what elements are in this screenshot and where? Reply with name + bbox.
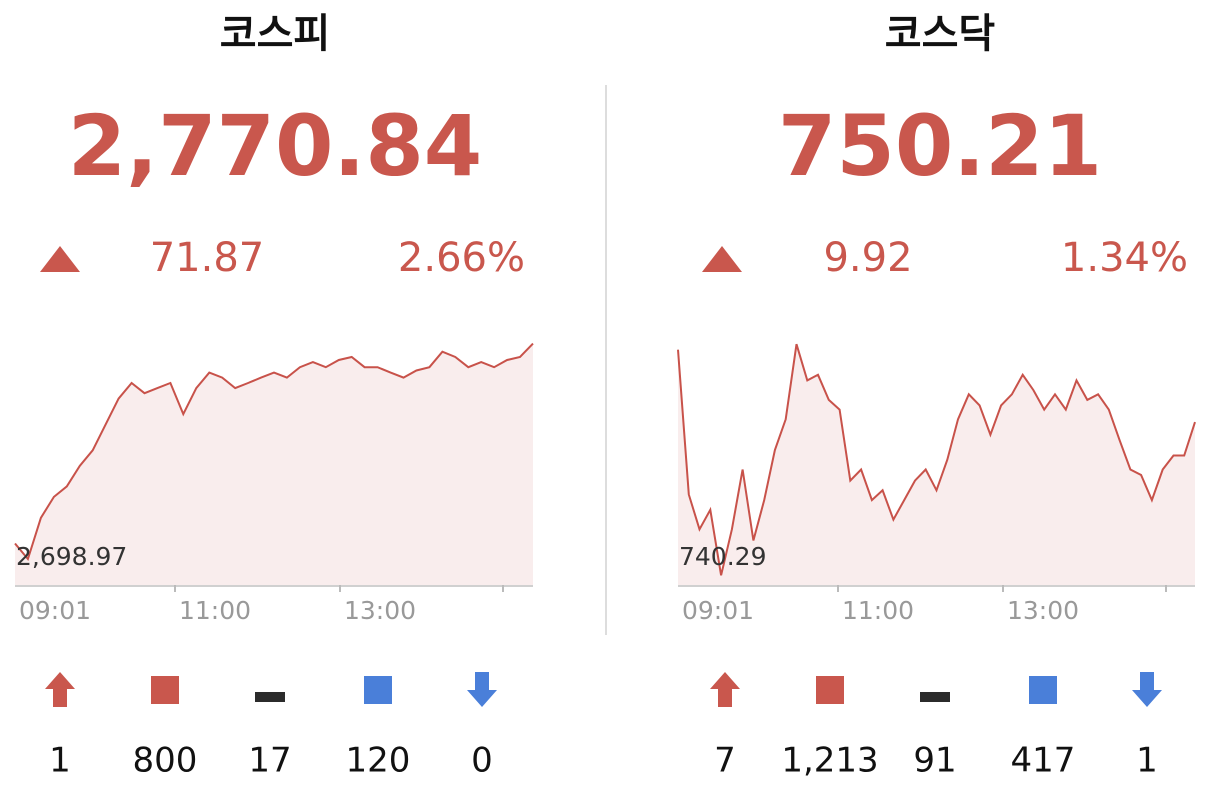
icon-steady-down bbox=[364, 676, 392, 704]
x-tick-label: 09:01 bbox=[682, 596, 754, 625]
breadth-count: 17 bbox=[248, 741, 291, 781]
area-fill bbox=[15, 343, 533, 585]
icon-steady-up bbox=[816, 676, 844, 704]
x-tick-label: 13:00 bbox=[1007, 596, 1079, 625]
icon-down bbox=[1132, 672, 1162, 707]
breadth-count: 1 bbox=[1136, 741, 1158, 781]
change-pct: 1.34% bbox=[1061, 235, 1188, 281]
change: 71.87 bbox=[150, 235, 265, 281]
price-line bbox=[14, 342, 534, 562]
breadth-count: 800 bbox=[133, 741, 198, 781]
change: 9.92 bbox=[823, 235, 912, 281]
index-value: 750.21 bbox=[778, 97, 1102, 195]
x-tick-label: 11:00 bbox=[842, 596, 914, 625]
icon-unchanged bbox=[920, 692, 950, 702]
breadth-count: 7 bbox=[714, 741, 736, 781]
index-value: 2,770.84 bbox=[68, 97, 483, 195]
breadth-count: 1,213 bbox=[781, 741, 878, 781]
breadth-count: 91 bbox=[913, 741, 956, 781]
index-name: 코스닥 bbox=[885, 11, 996, 57]
base-label: 740.29 bbox=[679, 542, 766, 571]
icon-up bbox=[710, 672, 740, 707]
breadth-count: 0 bbox=[471, 741, 493, 781]
x-tick-label: 11:00 bbox=[179, 596, 251, 625]
change-pct: 2.66% bbox=[398, 235, 525, 281]
breadth-count: 417 bbox=[1011, 741, 1076, 781]
icon-up bbox=[45, 672, 75, 707]
up-triangle bbox=[702, 246, 742, 272]
x-tick-label: 13:00 bbox=[344, 596, 416, 625]
icon-steady-up bbox=[151, 676, 179, 704]
area-fill bbox=[678, 344, 1195, 585]
index-name: 코스피 bbox=[220, 11, 330, 57]
price-line bbox=[677, 343, 1196, 576]
up-triangle bbox=[40, 246, 80, 272]
icon-unchanged bbox=[255, 692, 285, 702]
icon-steady-down bbox=[1029, 676, 1057, 704]
base-label: 2,698.97 bbox=[16, 542, 127, 571]
breadth-count: 1 bbox=[49, 741, 71, 781]
icon-down bbox=[467, 672, 497, 707]
x-tick-label: 09:01 bbox=[19, 596, 91, 625]
breadth-count: 120 bbox=[346, 741, 411, 781]
